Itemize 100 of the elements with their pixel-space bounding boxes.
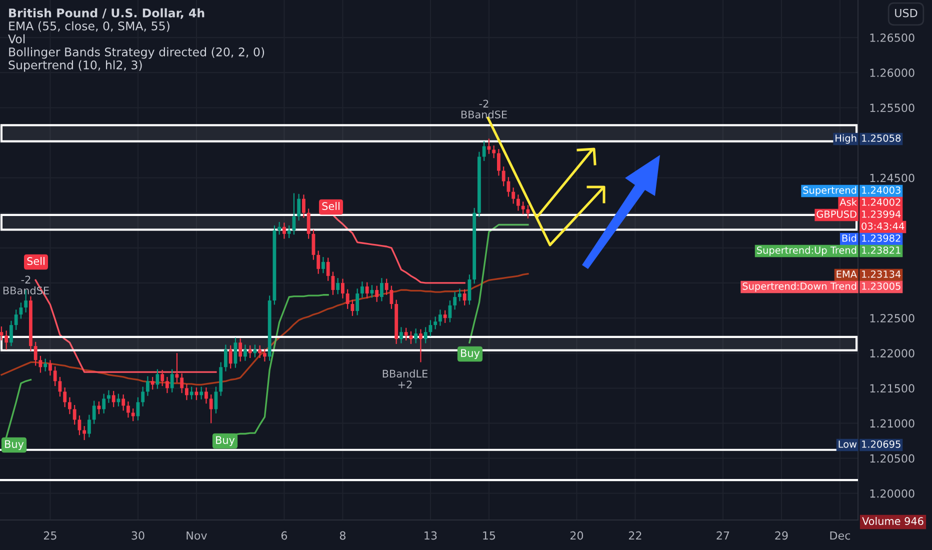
candlestick [458,288,462,302]
annotation: Vol [8,34,25,44]
candlestick [502,166,506,187]
candlestick [228,344,232,370]
annotation: -2 BBandSE [461,100,507,118]
candlestick [336,278,340,295]
candlestick [248,344,252,359]
candlestick [180,372,184,394]
x-tick-label: Dec [830,531,850,540]
candlestick [302,194,306,218]
candlestick [150,376,154,390]
candlestick [316,250,320,274]
candlestick [166,376,169,394]
annotation: Supertrend (10, hl2, 3) [8,60,142,72]
annotation: GBPUSD 1.23994 [816,210,901,218]
candlestick [438,309,442,326]
x-tick-label: 15 [483,531,496,540]
annotation: EMA (55, close, 0, SMA, 55) [9,21,170,32]
candlestick [346,288,350,310]
candlestick [360,281,364,298]
x-tick-label: 8 [340,531,346,540]
annotation: Buy [216,436,235,446]
text: 03:43:44 [862,222,904,230]
candlestick [92,400,96,424]
annotation: Bid 1.23982 [842,234,900,242]
annotation: High 1.25058 [836,134,901,144]
candlestick [512,187,516,204]
x-tick-label: 20 [570,531,584,540]
x-tick-label: 25 [44,531,56,540]
candlestick [112,390,116,408]
candlestick [14,309,18,331]
annotation: Sell [322,202,340,210]
candlestick [146,376,150,396]
text: USD [895,8,918,18]
y-tick-label: 1.22500 [870,314,914,322]
candlestick [453,292,457,310]
annotation: Buy [5,440,24,450]
candlestick [492,144,496,159]
annotation: EMA 1.23134 [836,270,901,278]
candlestick [287,224,291,239]
candlestick [82,425,86,441]
candlestick [141,386,145,407]
annotation: Supertrend 1.24003 [803,186,900,196]
annotation: Supertrend:Down Trend 1.23005 [742,282,900,292]
text: British Pound / U.S. Dollar, 4h [9,8,204,19]
candlestick [443,310,447,324]
candlestick [204,386,208,404]
candlestick [263,348,266,362]
annotation: Low 1.20695 [838,440,900,448]
candlestick [400,326,403,344]
x-tick-label: 6 [281,531,288,540]
x-tick-label: 13 [424,531,437,540]
candlestick [238,338,242,362]
y-tick-label: 1.22000 [870,349,914,358]
candlestick [68,396,72,415]
candlestick [341,278,344,299]
candlestick [258,344,262,359]
candlestick [53,366,57,387]
x-tick-label: 29 [775,531,788,540]
candlestick [462,288,466,306]
candlestick [414,328,418,344]
candlestick [126,400,130,418]
candlestick [384,278,388,296]
candlestick [48,360,52,376]
candlestick [404,327,408,342]
candlestick [160,369,164,387]
candlestick [44,358,48,372]
candlestick [200,386,204,400]
candlestick [356,288,360,316]
candlestick [482,140,486,162]
candlestick [185,383,188,401]
candlestick [72,404,76,426]
y-tick-label: 1.25500 [870,104,914,112]
candlestick [434,316,438,330]
y-tick-label: 1.20000 [870,489,914,498]
text: Volume 946 [862,516,924,526]
candlestick [380,278,384,302]
x-tick-label: 27 [716,531,730,540]
candlestick [521,201,525,215]
candlestick [375,285,379,302]
candlestick [122,394,126,412]
candlestick [297,193,301,222]
candlestick [424,326,428,344]
annotation: Bollinger Bands Strategy directed (20, 2, 0) [9,47,264,59]
candlestick [306,208,310,240]
annotation: Buy [461,349,480,360]
candlestick [4,330,8,350]
annotation: Supertrend:Up Trend 1.23821 [757,246,900,256]
x-tick-label: Nov [186,531,207,540]
candlestick [0,326,4,342]
y-tick-label: 1.24500 [870,174,914,182]
candlestick [516,194,520,212]
candlestick [322,256,325,274]
candlestick [10,320,13,347]
candlestick [497,148,500,176]
annotation: BBandLE +2 [382,370,428,388]
candlestick [244,344,247,362]
candlestick [419,328,422,363]
candlestick [34,341,38,366]
annotation: Sell [27,256,44,266]
